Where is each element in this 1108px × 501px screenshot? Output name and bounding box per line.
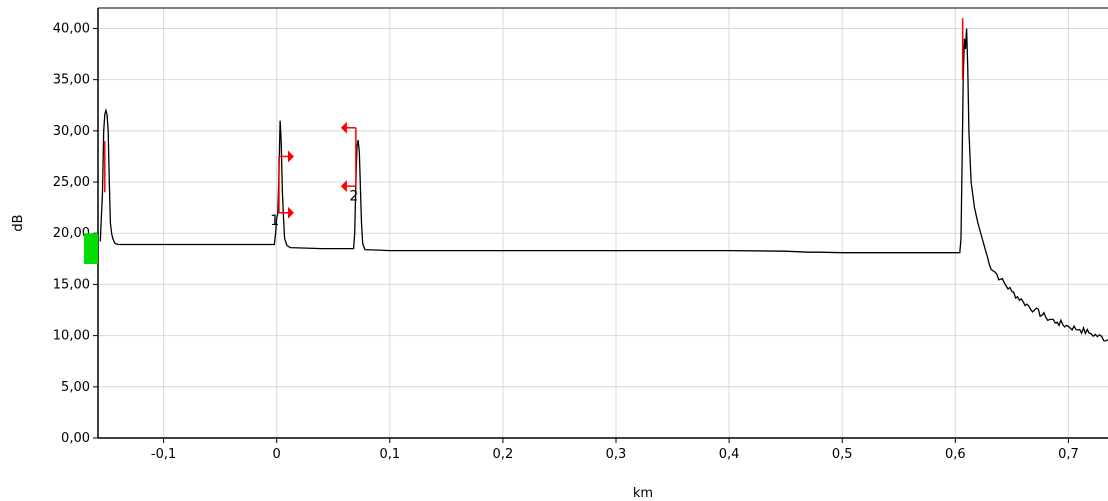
- x-tick-label: 0,5: [832, 447, 853, 462]
- x-tick-label: 0,3: [606, 447, 627, 462]
- event-label: 1: [270, 213, 279, 229]
- y-tick-label: 15,00: [53, 277, 90, 292]
- x-tick-label: 0,6: [945, 447, 966, 462]
- y-tick-label: 20,00: [53, 226, 90, 241]
- x-tick-label: 0,2: [493, 447, 514, 462]
- x-tick-label: 0: [273, 447, 281, 462]
- event-label: 2: [349, 188, 358, 204]
- y-tick-label: 35,00: [53, 73, 90, 88]
- y-tick-label: 10,00: [53, 329, 90, 344]
- event-bracket: [340, 121, 357, 193]
- y-axis-ticks: 0,00 5,00 10,00 15,00 20,00 25,00 30,00 35,00 40…: [53, 21, 98, 446]
- grid-lines: [98, 8, 1108, 439]
- y-tick-label: 25,00: [53, 175, 90, 190]
- y-tick-label: 30,00: [53, 124, 90, 139]
- y-axis-label: dB: [11, 214, 26, 231]
- axes: [97, 7, 1108, 439]
- plot-area: [99, 18, 1108, 342]
- x-tick-label: 0,1: [379, 447, 400, 462]
- trace-line: [99, 28, 1108, 342]
- x-tick-label: 0,4: [719, 447, 740, 462]
- event-bracket: [278, 150, 294, 219]
- event-arrow-head: [340, 121, 347, 134]
- x-axis-label: km: [633, 486, 653, 501]
- x-axis-ticks: -0,1 0 0,1 0,2 0,3 0,4 0,5 0,6 0,7: [151, 438, 1079, 462]
- x-tick-label: -0,1: [151, 447, 176, 462]
- y-tick-label: 0,00: [61, 431, 90, 446]
- x-tick-label: 0,7: [1058, 447, 1079, 462]
- y-tick-label: 5,00: [61, 380, 90, 395]
- y-tick-label: 40,00: [53, 21, 90, 36]
- launch-indicator: [84, 233, 98, 264]
- event-arrow-head: [340, 180, 347, 193]
- event-arrow-head: [287, 150, 294, 163]
- event-arrow-head: [287, 206, 294, 219]
